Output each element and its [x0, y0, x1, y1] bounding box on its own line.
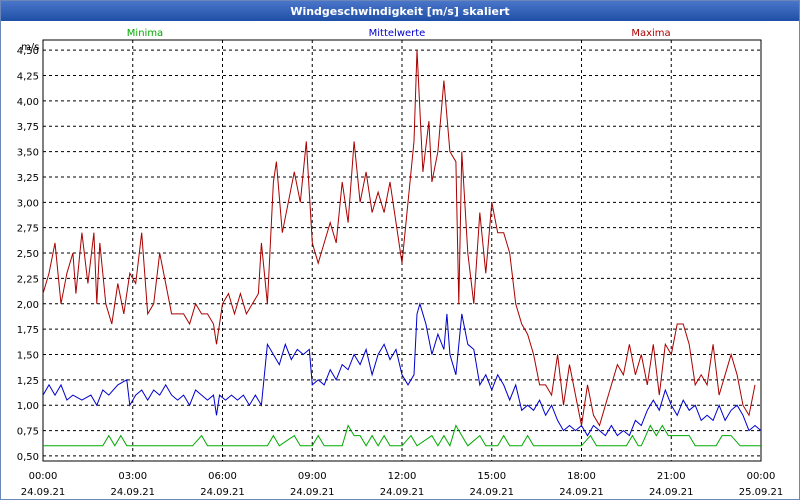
series-line-maxima [42, 50, 756, 427]
x-tick-time: 15:00 [477, 471, 506, 482]
x-tick-date: 24.09.21 [559, 487, 604, 498]
y-tick-label: 1,00 [17, 401, 39, 412]
x-tick-date: 25.09.21 [739, 487, 784, 498]
grid-lines [42, 40, 762, 461]
x-tick-time: 12:00 [388, 471, 417, 482]
x-tick-date: 24.09.21 [290, 487, 335, 498]
y-tick-label: 0,50 [17, 452, 39, 463]
series-layer [42, 50, 762, 448]
x-tick-time: 06:00 [208, 471, 237, 482]
x-tick-date: 24.09.21 [649, 487, 694, 498]
y-tick-label: 2,75 [17, 224, 39, 235]
y-tick-label: 4,25 [17, 72, 39, 83]
y-tick-label: 2,25 [17, 274, 39, 285]
legend-entry-minima: Minima [127, 28, 163, 39]
x-tick-time: 00:00 [29, 471, 58, 482]
y-axis-ticks: 0,50 0,75 1,00 1,25 1,50 1,75 2,00 2,25 2,50 2,75… [17, 46, 39, 463]
y-axis-label: m/s [21, 42, 39, 53]
x-tick-date: 24.09.21 [469, 487, 514, 498]
x-tick-date: 24.09.21 [380, 487, 425, 498]
series-line-mittelwerte [42, 302, 762, 437]
x-tick-time: 21:00 [657, 471, 686, 482]
legend-entry-maxima: Maxima [631, 28, 670, 39]
x-tick-time: 00:00 [747, 471, 776, 482]
y-tick-label: 1,50 [17, 350, 39, 361]
x-tick-time: 03:00 [118, 471, 147, 482]
plot-border [42, 39, 762, 462]
series-line-minima [43, 424, 761, 448]
legend: Minima Mittelwerte Maxima [127, 28, 671, 39]
x-tick-time: 09:00 [298, 471, 327, 482]
y-tick-label: 1,75 [17, 325, 39, 336]
y-tick-label: 3,00 [17, 198, 39, 209]
x-tick-date: 24.09.21 [110, 487, 155, 498]
x-tick-date: 24.09.21 [200, 487, 245, 498]
x-tick-time: 18:00 [567, 471, 596, 482]
y-tick-label: 0,75 [17, 427, 39, 438]
y-tick-label: 2,50 [17, 249, 39, 260]
y-tick-label: 2,00 [17, 300, 39, 311]
y-tick-label: 4,50 [17, 46, 39, 57]
y-tick-label: 3,75 [17, 122, 39, 133]
window-title: Windgeschwindigkeit [m/s] skaliert [1, 1, 799, 21]
y-tick-label: 3,50 [17, 148, 39, 159]
y-tick-label: 1,25 [17, 376, 39, 387]
y-tick-label: 4,00 [17, 97, 39, 108]
legend-entry-mittelwerte: Mittelwerte [369, 28, 426, 39]
y-tick-label: 3,25 [17, 173, 39, 184]
x-tick-date: 24.09.21 [21, 487, 66, 498]
x-axis-ticks: 00:00 24.09.21 03:00 24.09.21 06:00 24.09.21 0… [21, 471, 784, 498]
